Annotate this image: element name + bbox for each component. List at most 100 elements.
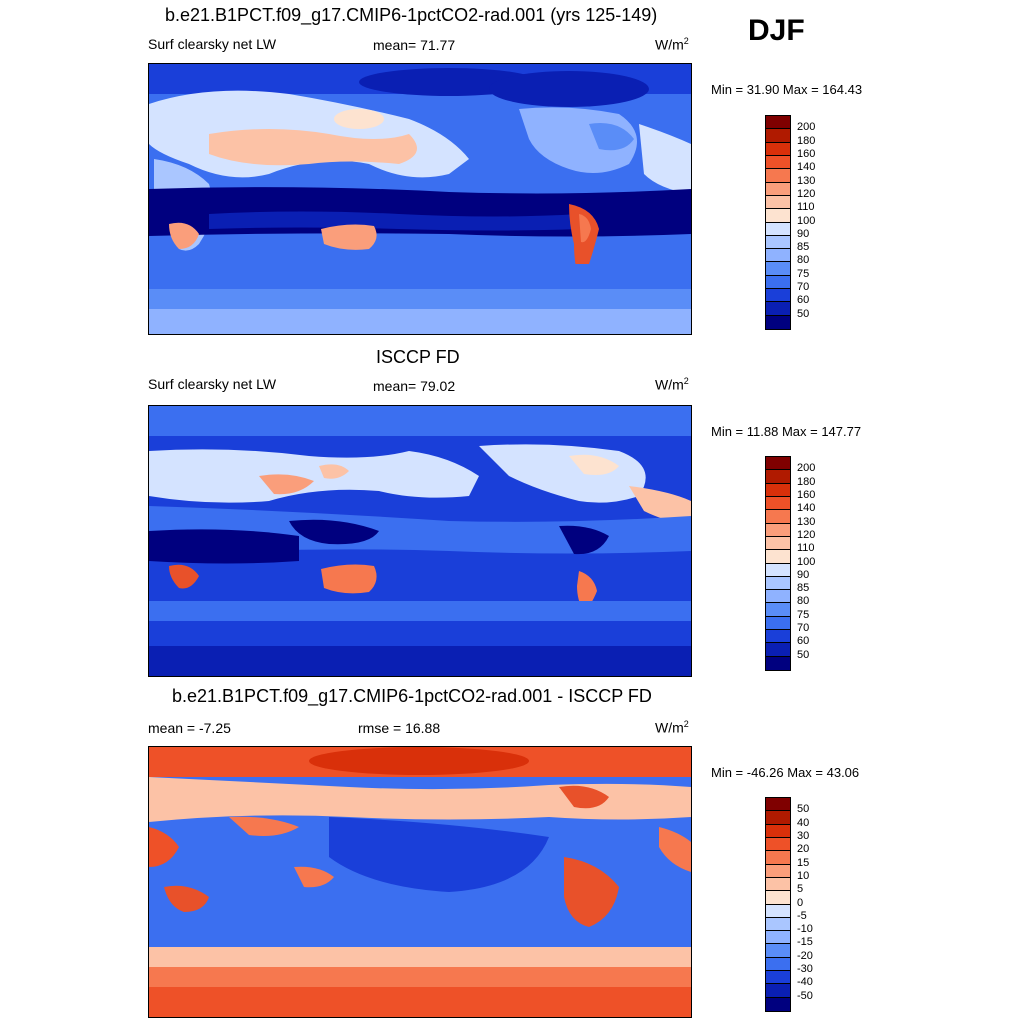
units-label: W/m2 — [655, 376, 689, 393]
colorbar-swatch — [766, 315, 790, 329]
mean-label: mean= 71.77 — [373, 37, 456, 53]
colorbar-tick-label: 15 — [797, 856, 810, 869]
colorbar-tick-label: 90 — [797, 227, 810, 240]
colorbar-tick-label: 110 — [797, 542, 815, 555]
colorbar-tick-label: 5 — [797, 883, 804, 896]
colorbar-swatch — [766, 877, 790, 892]
colorbar-swatch — [766, 824, 790, 838]
colorbar-swatch — [766, 630, 790, 644]
colorbar-tick-label: 50 — [797, 803, 810, 816]
colorbar-tick-label: 120 — [797, 528, 816, 541]
colorbar-swatch — [766, 616, 790, 631]
colorbar-swatch — [766, 222, 790, 236]
colorbar-swatch — [766, 275, 790, 290]
colorbar-tick-label: 10 — [797, 869, 810, 882]
season-label: DJF — [748, 14, 805, 47]
colorbar-swatch — [766, 483, 790, 497]
colorbar-swatch — [766, 931, 790, 945]
colorbar-swatch — [766, 917, 790, 932]
colorbar-tick-label: 140 — [797, 161, 816, 174]
colorbar — [765, 456, 791, 671]
colorbar-tick-label: 30 — [797, 829, 810, 842]
colorbar-labels: 50 40 30 20 15 10 5 0 -5 -10 -15 -20 -30 -40 -50 — [797, 797, 837, 1010]
colorbar-swatch — [766, 289, 790, 303]
colorbar-swatch — [766, 129, 790, 143]
mean-label: mean= 79.02 — [373, 378, 456, 394]
colorbar-tick-label: 200 — [797, 462, 816, 475]
colorbar-tick-label: 40 — [797, 816, 810, 829]
colorbar-tick-label: 160 — [797, 488, 816, 501]
colorbar-swatch — [766, 837, 790, 852]
map-difference — [148, 746, 692, 1018]
colorbar-tick-label: 130 — [797, 174, 816, 187]
colorbar-swatch — [766, 235, 790, 250]
colorbar-tick-label: 110 — [797, 201, 815, 214]
colorbar-tick-label: 160 — [797, 147, 816, 160]
colorbar-swatch — [766, 302, 790, 316]
colorbar-tick-label: 120 — [797, 187, 816, 200]
colorbar-swatch — [766, 182, 790, 196]
colorbar-swatch — [766, 864, 790, 878]
colorbar-swatch — [766, 195, 790, 210]
colorbar-swatch — [766, 262, 790, 276]
colorbar-tick-label: -5 — [797, 909, 807, 922]
colorbar-swatch — [766, 851, 790, 865]
colorbar-tick-label: -50 — [797, 989, 813, 1002]
colorbar — [765, 115, 791, 330]
colorbar-swatch — [766, 957, 790, 972]
colorbar-tick-label: 100 — [797, 214, 816, 227]
colorbar-tick-label: 60 — [797, 294, 810, 307]
units-label: W/m2 — [655, 36, 689, 53]
colorbar-tick-label: 80 — [797, 595, 810, 608]
colorbar-tick-label: 50 — [797, 648, 810, 661]
colorbar-swatch — [766, 249, 790, 263]
colorbar-swatch — [766, 155, 790, 170]
colorbar-swatch — [766, 891, 790, 905]
colorbar-swatch — [766, 971, 790, 985]
colorbar-swatch — [766, 603, 790, 617]
colorbar-swatch — [766, 536, 790, 551]
colorbar-swatch — [766, 904, 790, 918]
colorbar-swatch — [766, 550, 790, 564]
colorbar-tick-label: -40 — [797, 976, 813, 989]
variable-label: Surf clearsky net LW — [148, 376, 277, 392]
colorbar-swatch — [766, 116, 790, 130]
colorbar-tick-label: 70 — [797, 622, 810, 635]
units-label: W/m2 — [655, 719, 689, 736]
colorbar-tick-label: 180 — [797, 475, 816, 488]
colorbar-tick-label: -10 — [797, 923, 813, 936]
colorbar-tick-label: 50 — [797, 307, 810, 320]
colorbar-swatch — [766, 496, 790, 511]
colorbar-swatch — [766, 563, 790, 577]
colorbar-tick-label: -30 — [797, 963, 813, 976]
colorbar-swatch — [766, 997, 790, 1011]
colorbar-tick-label: 85 — [797, 241, 810, 254]
colorbar-tick-label: 130 — [797, 515, 816, 528]
colorbar-swatch — [766, 142, 790, 156]
colorbar-tick-label: 180 — [797, 134, 816, 147]
colorbar-labels: 200 180 160 140 130 120 110 100 90 85 80 75 70 60 50 — [797, 115, 837, 328]
colorbar-swatch — [766, 470, 790, 484]
colorbar-tick-label: 75 — [797, 267, 810, 280]
variable-label: Surf clearsky net LW — [148, 36, 277, 52]
colorbar-swatch — [766, 984, 790, 998]
colorbar-tick-label: -15 — [797, 936, 813, 949]
mean-label: mean = -7.25 — [148, 720, 231, 736]
minmax-label: Min = -46.26 Max = 43.06 — [711, 765, 860, 780]
colorbar-tick-label: 60 — [797, 635, 810, 648]
colorbar-swatch — [766, 811, 790, 825]
minmax-label: Min = 31.90 Max = 164.43 — [711, 82, 863, 97]
colorbar-tick-label: 70 — [797, 281, 810, 294]
colorbar-tick-label: 0 — [797, 896, 804, 909]
colorbar-tick-label: 85 — [797, 582, 810, 595]
panel-title: b.e21.B1PCT.f09_g17.CMIP6-1pctCO2-rad.00… — [165, 5, 658, 25]
colorbar-tick-label: 80 — [797, 254, 810, 267]
colorbar-swatch — [766, 944, 790, 958]
panel-title: b.e21.B1PCT.f09_g17.CMIP6-1pctCO2-rad.00… — [172, 686, 652, 706]
map-model — [148, 63, 692, 335]
colorbar-tick-label: 100 — [797, 555, 816, 568]
colorbar-swatch — [766, 656, 790, 670]
map-observation — [148, 405, 692, 677]
colorbar-tick-label: 20 — [797, 843, 810, 856]
colorbar-swatch — [766, 798, 790, 812]
